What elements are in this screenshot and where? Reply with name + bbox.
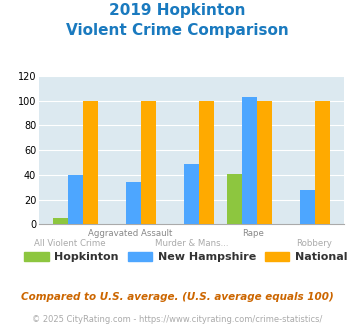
- Text: Aggravated Assault: Aggravated Assault: [88, 229, 173, 238]
- Bar: [53, 218, 68, 224]
- Text: Murder & Mans...: Murder & Mans...: [155, 239, 229, 248]
- Text: Violent Crime Comparison: Violent Crime Comparison: [66, 23, 289, 38]
- Text: Rape: Rape: [242, 229, 264, 238]
- Bar: [242, 97, 257, 224]
- Bar: [68, 175, 83, 224]
- Bar: [315, 101, 331, 224]
- Bar: [184, 164, 199, 224]
- Bar: [126, 182, 141, 224]
- Bar: [141, 101, 156, 224]
- Bar: [199, 101, 214, 224]
- Text: All Violent Crime: All Violent Crime: [34, 239, 105, 248]
- Text: © 2025 CityRating.com - https://www.cityrating.com/crime-statistics/: © 2025 CityRating.com - https://www.city…: [32, 315, 323, 324]
- Text: Compared to U.S. average. (U.S. average equals 100): Compared to U.S. average. (U.S. average …: [21, 292, 334, 302]
- Bar: [300, 190, 315, 224]
- Text: Robbery: Robbery: [296, 239, 332, 248]
- Bar: [257, 101, 272, 224]
- Legend: Hopkinton, New Hampshire, National: Hopkinton, New Hampshire, National: [20, 248, 352, 267]
- Bar: [83, 101, 98, 224]
- Text: 2019 Hopkinton: 2019 Hopkinton: [109, 3, 246, 18]
- Bar: [227, 174, 242, 224]
